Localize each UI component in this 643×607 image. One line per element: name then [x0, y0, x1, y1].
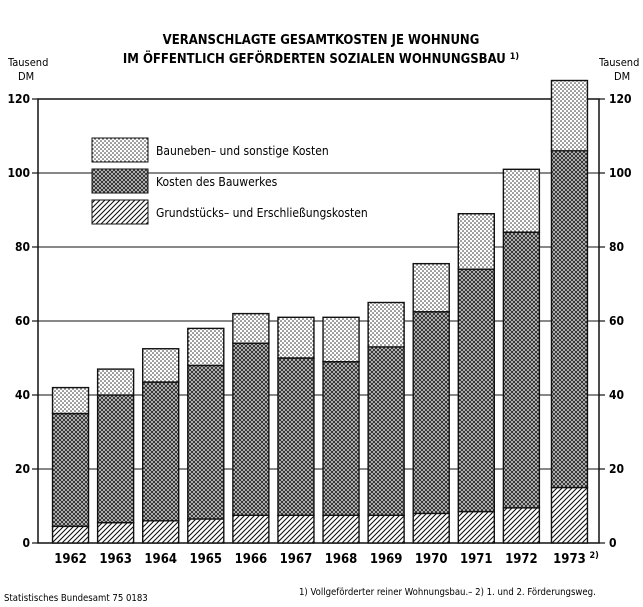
y-tick-label-left: 0 — [22, 536, 30, 550]
bar-segment-crosshatch — [96, 394, 135, 524]
chart-title-line1: VERANSCHLAGTE GESAMTKOSTEN JE WOHNUNG — [163, 33, 480, 48]
bar-segment-crosshatch — [322, 361, 360, 516]
bar-segment-dots — [142, 348, 180, 383]
bar-segment-crosshatch — [232, 342, 270, 516]
y-tick-label-left: 20 — [15, 462, 30, 476]
bar-segment-crosshatch — [412, 311, 450, 515]
bar-segment-hatch — [187, 518, 225, 544]
bar-segment-hatch — [322, 514, 360, 544]
bar-segment-dots — [277, 316, 315, 359]
y-tick-label-right: 20 — [609, 462, 624, 476]
bar-segment-hatch — [550, 486, 589, 544]
bar-segment-dots — [550, 79, 589, 152]
y-axis-label-left-1: Tausend — [7, 56, 48, 69]
bar-segment-crosshatch — [142, 381, 180, 522]
bar-segment-dots — [187, 327, 225, 367]
x-tick-label: 1965 — [190, 552, 223, 567]
x-tick-label: 1967 — [280, 552, 313, 567]
legend-label-crosshatch: Kosten des Bauwerkes — [156, 175, 278, 189]
bar-segment-dots — [457, 212, 495, 270]
x-tick-label: 1970 — [415, 552, 448, 567]
y-tick-label-right: 120 — [609, 92, 632, 106]
bar-segment-dots — [367, 301, 405, 348]
bar-segment-hatch — [367, 514, 405, 544]
bar-segment-dots — [502, 168, 541, 233]
bar-segment-crosshatch — [367, 346, 405, 516]
x-tick-note: 2) — [589, 551, 598, 561]
bar-segment-crosshatch — [550, 150, 589, 489]
y-axis-label-right-1: Tausend — [598, 56, 639, 69]
bar-segment-crosshatch — [51, 412, 90, 528]
x-tick-label: 1973 — [553, 552, 586, 567]
bar-segment-hatch — [412, 512, 450, 544]
bar-segment-hatch — [277, 514, 315, 544]
bar-segment-crosshatch — [187, 364, 225, 520]
bar-segment-dots — [412, 262, 450, 313]
x-tick-label: 1963 — [99, 552, 132, 567]
y-tick-label-right: 100 — [609, 166, 632, 180]
chart-title-note: 1) — [510, 52, 519, 62]
y-axis-label-left-2: DM — [18, 70, 34, 83]
x-tick-label: 1969 — [370, 552, 403, 567]
chart-title-line2-text: IM ÖFFENTLICH GEFÖRDERTEN SOZIALEN WOHNU… — [123, 51, 506, 67]
y-tick-label-right: 60 — [609, 314, 624, 328]
y-tick-label-right: 40 — [609, 388, 624, 402]
legend: Bauneben– und sonstige Kosten Kosten des… — [91, 137, 368, 225]
footer-source: Statistisches Bundesamt 75 0183 — [4, 593, 148, 604]
bar-segment-hatch — [502, 507, 541, 544]
x-tick-label: 1971 — [460, 552, 493, 567]
bar-segment-hatch — [51, 525, 90, 544]
legend-label-hatch: Grundstücks– und Erschließungskosten — [156, 206, 368, 220]
y-tick-label-left: 100 — [7, 166, 30, 180]
y-tick-label-left: 60 — [15, 314, 30, 328]
x-tick-label: 1972 — [505, 552, 538, 567]
bar-segment-hatch — [142, 520, 180, 544]
bar-segment-hatch — [96, 521, 135, 544]
chart-title-line2: IM ÖFFENTLICH GEFÖRDERTEN SOZIALEN WOHNU… — [123, 51, 519, 67]
y-tick-label-left: 80 — [15, 240, 30, 254]
y-tick-label-left: 120 — [7, 92, 30, 106]
y-tick-label-right: 0 — [609, 536, 617, 550]
x-tick-label: 1966 — [235, 552, 268, 567]
footer-notes: 1) Vollgeförderter reiner Wohnungsbau.– … — [299, 587, 596, 598]
y-tick-label-left: 40 — [15, 388, 30, 402]
x-tick-label: 1962 — [54, 552, 87, 567]
bar-segment-crosshatch — [457, 268, 495, 513]
x-tick-label: 1968 — [325, 552, 358, 567]
legend-swatch-hatch — [91, 199, 149, 225]
legend-swatch-crosshatch — [91, 168, 149, 194]
x-tick-label: 1964 — [144, 552, 177, 567]
y-axis-label-right-2: DM — [614, 70, 630, 83]
bar-segment-crosshatch — [277, 357, 315, 516]
legend-swatch-dots — [91, 137, 149, 163]
bar-segment-hatch — [457, 510, 495, 544]
bar-segment-dots — [51, 386, 90, 415]
bar-segment-dots — [96, 368, 135, 396]
y-tick-label-right: 80 — [609, 240, 624, 254]
bar-segment-dots — [322, 316, 360, 363]
bar-segment-hatch — [232, 514, 270, 544]
bar-segment-crosshatch — [502, 231, 541, 509]
legend-label-dots: Bauneben– und sonstige Kosten — [156, 144, 329, 158]
bar-segment-dots — [232, 312, 270, 344]
